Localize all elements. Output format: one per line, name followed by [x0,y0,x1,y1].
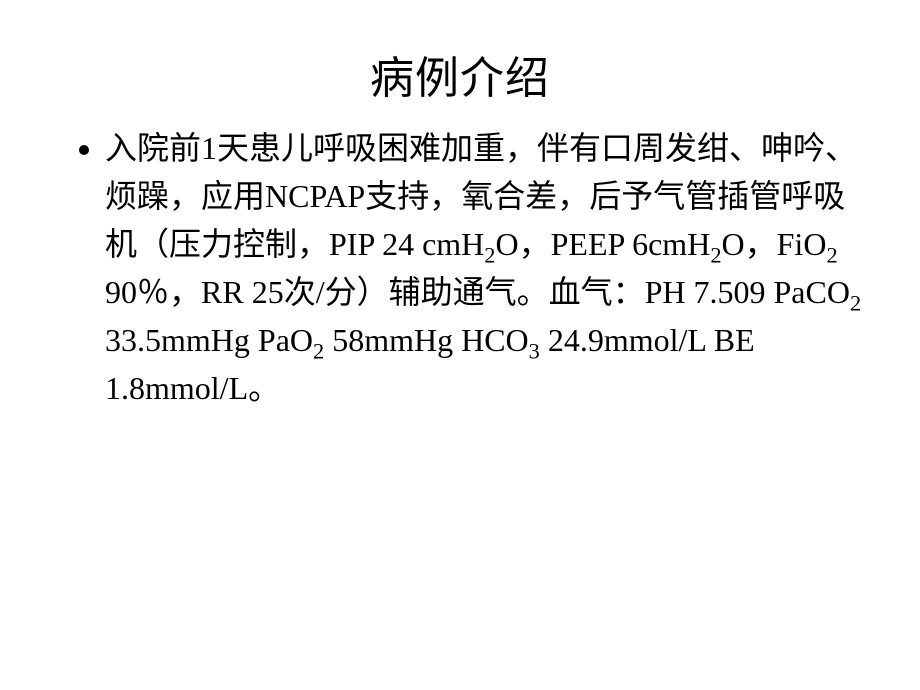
subscript: 2 [313,338,324,363]
slide: 病例介绍 入院前1天患儿呼吸困难加重，伴有口周发绀、呻吟、烦躁，应用NCPAP支… [0,0,920,690]
subscript: 2 [484,242,495,267]
slide-title: 病例介绍 [0,0,920,124]
subscript: 2 [826,242,837,267]
subscript: 2 [710,242,721,267]
bullet-item: 入院前1天患儿呼吸困难加重，伴有口周发绀、呻吟、烦躁，应用NCPAP支持，氧合差… [105,124,865,412]
subscript: 3 [529,338,540,363]
slide-body: 入院前1天患儿呼吸困难加重，伴有口周发绀、呻吟、烦躁，应用NCPAP支持，氧合差… [0,124,920,412]
subscript: 2 [850,290,861,315]
bullet-list: 入院前1天患儿呼吸困难加重，伴有口周发绀、呻吟、烦躁，应用NCPAP支持，氧合差… [70,124,865,412]
